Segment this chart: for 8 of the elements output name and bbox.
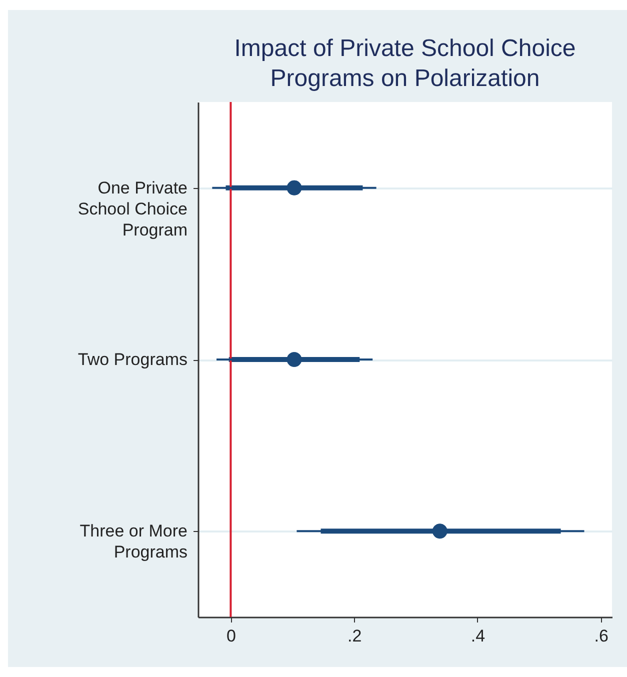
- x-tick-label: .2: [348, 626, 362, 646]
- y-tick-label: One Private School Choice Program: [78, 178, 188, 240]
- chart-title: Impact of Private School Choice Programs on Polarization: [234, 35, 576, 92]
- x-tick-label: .4: [470, 626, 486, 646]
- x-tick-label: 0: [226, 626, 236, 646]
- y-tick-label: Three or More Programs: [80, 522, 188, 562]
- x-tick-label: .6: [594, 626, 608, 646]
- y-tick-label: Two Programs: [78, 350, 188, 369]
